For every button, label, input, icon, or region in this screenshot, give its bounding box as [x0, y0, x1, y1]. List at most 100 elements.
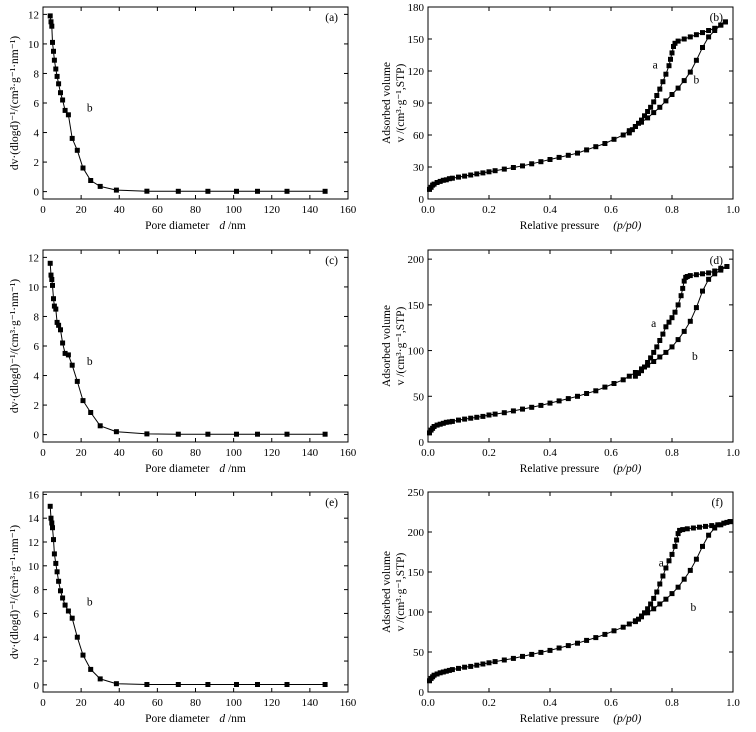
data-point	[657, 104, 663, 110]
data-point	[529, 651, 535, 657]
data-point	[65, 352, 71, 358]
data-point	[431, 424, 437, 429]
data-point	[724, 264, 730, 269]
data-point	[632, 619, 638, 625]
data-point	[669, 50, 675, 56]
data-point	[56, 81, 62, 87]
x-tick-label: 1.0	[726, 204, 740, 216]
y-axis-title: Adsorbed volume	[381, 62, 393, 144]
data-point	[672, 309, 678, 315]
data-point	[636, 370, 641, 376]
x-tick-label: 0.2	[482, 697, 496, 709]
x-tick-label: 0.4	[543, 697, 557, 709]
data-point	[501, 657, 507, 663]
data-point	[556, 645, 562, 651]
y-tick-label: 2	[34, 656, 40, 668]
data-point	[69, 615, 75, 621]
x-tick-label: 100	[225, 447, 242, 459]
data-point	[669, 92, 675, 97]
data-point	[706, 276, 712, 282]
data-point	[602, 384, 608, 390]
data-point	[538, 159, 544, 165]
data-point	[712, 271, 718, 277]
data-point	[547, 157, 553, 162]
data-point	[480, 170, 486, 176]
data-point	[684, 526, 690, 532]
curve-label: b	[87, 356, 93, 368]
y-tick-label: 50	[413, 391, 425, 403]
x-tick-label: 160	[340, 447, 357, 459]
y-axis-title-math: v /(cm³·g⁻¹,STP)	[395, 306, 407, 385]
data-point	[715, 522, 721, 528]
data-point	[636, 120, 641, 126]
series-line	[429, 521, 731, 682]
data-point	[693, 32, 699, 38]
data-point	[680, 527, 686, 533]
data-point	[510, 165, 516, 170]
x-axis-title: Relative pressure (p/p0)	[520, 713, 642, 725]
data-point	[674, 537, 680, 543]
data-point	[449, 667, 455, 673]
data-point	[657, 354, 663, 360]
x-tick-label: 120	[264, 697, 281, 709]
data-point	[593, 388, 599, 394]
data-point	[639, 117, 644, 123]
data-point	[626, 621, 632, 627]
data-point	[234, 188, 239, 194]
data-point	[255, 431, 260, 437]
y-tick-label: 14	[28, 513, 40, 525]
y-tick-label: 0	[419, 687, 425, 699]
data-point	[47, 503, 53, 509]
data-point	[681, 576, 687, 582]
data-point	[97, 183, 103, 189]
data-point	[48, 515, 54, 521]
x-tick-label: 0.6	[604, 697, 618, 709]
data-point	[284, 431, 290, 437]
data-point	[556, 398, 562, 404]
curve-label: b	[87, 102, 93, 114]
data-point	[712, 268, 718, 274]
x-tick-label: 0.6	[604, 204, 618, 216]
data-point	[51, 303, 57, 309]
data-point	[51, 537, 56, 543]
y-tick-label: 8	[34, 585, 40, 597]
data-point	[529, 404, 535, 410]
x-tick-label: 100	[225, 697, 242, 709]
x-tick-label: 0.8	[665, 697, 679, 709]
x-axis-title: Relative pressure (p/p0)	[520, 220, 642, 232]
data-point	[645, 115, 651, 121]
data-point	[58, 588, 63, 594]
data-point	[675, 302, 681, 308]
x-tick-label: 60	[152, 447, 164, 459]
data-point	[671, 44, 676, 49]
x-tick-label: 80	[190, 447, 202, 459]
curve-label: b	[694, 75, 700, 87]
data-point	[642, 113, 647, 119]
x-tick-label: 0.8	[665, 447, 679, 459]
data-point	[654, 344, 660, 350]
data-point	[50, 282, 55, 288]
y-tick-label: 60	[413, 130, 425, 142]
data-point	[669, 344, 675, 350]
data-point	[49, 277, 55, 282]
data-point	[593, 635, 599, 641]
data-point	[651, 349, 657, 355]
x-axis-title: Relative pressure (p/p0)	[520, 463, 642, 475]
panel-label: (e)	[325, 497, 338, 509]
y-tick-label: 2	[34, 400, 40, 412]
data-point	[62, 602, 68, 608]
y-axis-title: Adsorbed volume	[381, 551, 393, 633]
x-axis-unit: /nm	[225, 713, 246, 725]
x-tick-label: 0.4	[543, 447, 557, 459]
y-tick-label: 90	[413, 98, 425, 110]
data-point	[651, 595, 657, 601]
data-point	[427, 430, 432, 436]
series-b	[47, 260, 328, 437]
data-point	[234, 682, 239, 687]
data-point	[520, 406, 525, 412]
series-a	[632, 264, 730, 379]
data-point	[565, 396, 571, 402]
data-point	[50, 39, 55, 45]
panel-label: (d)	[710, 255, 724, 267]
x-tick-label: 80	[190, 204, 202, 216]
